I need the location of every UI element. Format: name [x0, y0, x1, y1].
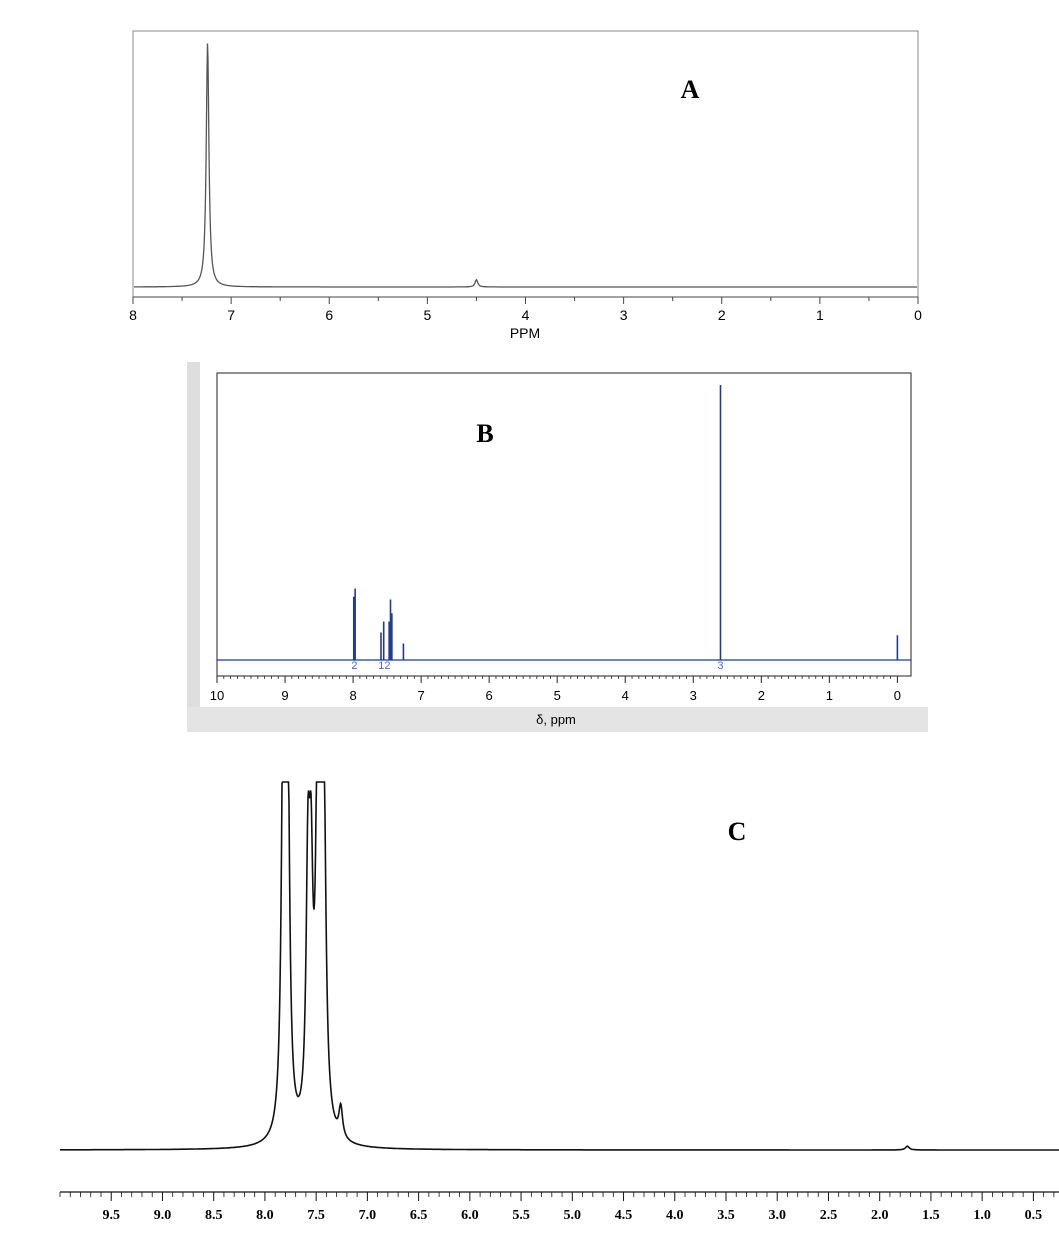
spectrum-b-tick-label: 8 — [349, 688, 356, 703]
spectrum-b-shadow-left — [187, 362, 200, 732]
spectrum-b-tick-label: 7 — [418, 688, 425, 703]
spectrum-c: C 9.5 9.0 8.5 8.0 7.5 7.0 6.5 6.0 5.5 5.0 4.5 4.0 3.… — [59, 781, 1059, 1223]
spectrum-c-tick-label: 6.0 — [461, 1208, 479, 1223]
spectrum-b: B δ, ppm 10 9 8 7 6 5 4 3 2 1 0 2 12 3 — [187, 362, 928, 732]
spectrum-b-tick-label: 9 — [281, 688, 288, 703]
spectrum-b-xlabel: δ, ppm — [536, 712, 576, 727]
spectrum-a-xlabel: PPM — [510, 325, 540, 341]
spectrum-a-tick-label: 7 — [227, 307, 235, 323]
spectrum-c-tick-label: 3.0 — [768, 1208, 786, 1223]
spectrum-b-integral-label: 12 — [378, 660, 390, 672]
spectrum-b-tick-label: 0 — [894, 688, 901, 703]
spectrum-a-tick-label: 4 — [522, 307, 530, 323]
spectrum-c-tick-label: 9.0 — [154, 1208, 172, 1223]
spectrum-c-tick-label: 5.0 — [564, 1208, 582, 1223]
spectrum-c-tick-label: 0.5 — [1025, 1208, 1043, 1223]
spectrum-c-tick-label: 8.5 — [205, 1208, 223, 1223]
spectrum-b-integral-label: 3 — [717, 660, 723, 672]
spectrum-b-frame — [216, 372, 912, 677]
spectrum-c-tick-label: 9.5 — [102, 1208, 120, 1223]
spectrum-b-shadow-bottom — [187, 707, 928, 732]
spectrum-a-tick-label: 8 — [129, 307, 137, 323]
spectrum-a: A PPM 8 7 6 5 4 3 2 1 0 — [129, 30, 922, 341]
spectrum-a-trace — [134, 43, 917, 288]
spectrum-c-tick-label: 7.5 — [307, 1208, 325, 1223]
spectrum-b-tick-label: 5 — [554, 688, 561, 703]
spectrum-a-frame — [132, 30, 919, 298]
spectrum-a-tick-label: 5 — [423, 307, 431, 323]
spectrum-c-tick-label: 1.0 — [973, 1208, 991, 1223]
spectrum-a-tick-label: 2 — [718, 307, 726, 323]
spectrum-b-tick-label: 10 — [210, 688, 224, 703]
spectrum-c-tick-label: 4.0 — [666, 1208, 684, 1223]
spectrum-c-tick-label: 2.5 — [820, 1208, 838, 1223]
spectrum-c-tick-label: 4.5 — [615, 1208, 633, 1223]
spectrum-c-trace — [60, 781, 1059, 1151]
spectrum-a-tick-label: 0 — [914, 307, 922, 323]
spectrum-a-panel-label: A — [681, 75, 700, 104]
spectrum-b-tick-label: 6 — [486, 688, 493, 703]
spectrum-b-integral-label: 2 — [351, 660, 357, 672]
spectrum-b-tick-label: 1 — [826, 688, 833, 703]
spectrum-b-tick-label: 3 — [690, 688, 697, 703]
spectrum-b-tick-label: 4 — [622, 688, 629, 703]
spectrum-a-tick-label: 3 — [620, 307, 628, 323]
spectrum-c-tick-label: 8.0 — [256, 1208, 274, 1223]
spectrum-c-tick-label: 5.5 — [512, 1208, 530, 1223]
spectrum-c-tick-label: 6.5 — [410, 1208, 428, 1223]
spectrum-c-tick-label: 7.0 — [359, 1208, 377, 1223]
spectrum-a-tick-label: 1 — [816, 307, 824, 323]
spectrum-b-panel-label: B — [476, 419, 493, 448]
spectrum-a-tick-label: 6 — [325, 307, 333, 323]
spectrum-c-tick-label: 1.5 — [922, 1208, 940, 1223]
spectrum-c-panel-label: C — [728, 817, 747, 846]
spectrum-b-tick-label: 2 — [758, 688, 765, 703]
spectrum-c-tick-label: 3.5 — [717, 1208, 735, 1223]
spectrum-c-tick-label: 2.0 — [871, 1208, 889, 1223]
